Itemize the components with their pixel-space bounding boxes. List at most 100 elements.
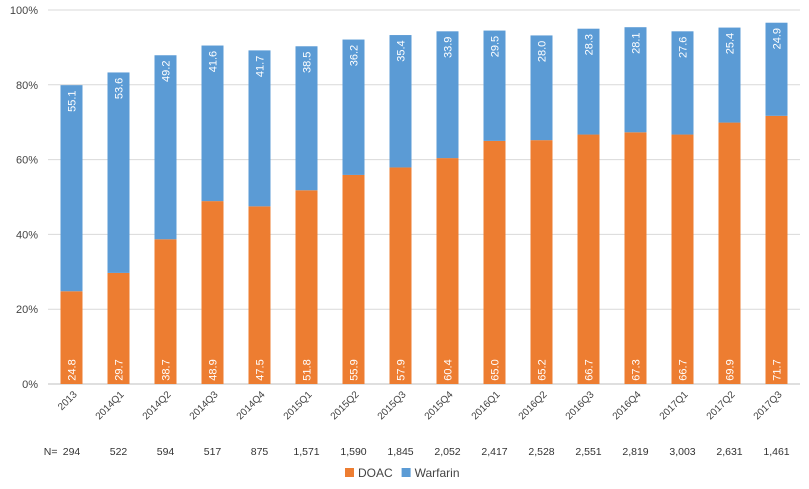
doac-bar xyxy=(530,140,553,384)
y-tick-label: 20% xyxy=(16,304,38,316)
doac-bar xyxy=(342,174,365,384)
doac-data-label: 69.9 xyxy=(725,359,737,380)
doac-bar xyxy=(201,201,224,384)
doac-data-label: 51.8 xyxy=(302,359,314,380)
sample-size-value: 2,819 xyxy=(622,446,648,458)
doac-data-label: 57.9 xyxy=(396,359,408,380)
warfarin-data-label: 28.3 xyxy=(584,34,596,55)
doac-bar xyxy=(107,272,130,384)
warfarin-bar xyxy=(624,27,647,133)
warfarin-legend-label: Warfarin xyxy=(415,466,460,480)
x-tick-label: 2014Q2 xyxy=(141,389,174,422)
doac-bar xyxy=(577,134,600,384)
doac-bar xyxy=(154,239,177,384)
x-tick-label: 2013 xyxy=(56,389,80,413)
doac-data-label: 38.7 xyxy=(161,359,173,380)
sample-size-value: 294 xyxy=(63,446,81,458)
doac-bar xyxy=(765,115,788,384)
doac-data-label: 66.7 xyxy=(678,359,690,380)
doac-data-label: 29.7 xyxy=(114,359,126,380)
doac-bar xyxy=(248,206,271,384)
x-tick-label: 2014Q3 xyxy=(188,389,221,422)
warfarin-bar xyxy=(765,22,788,116)
doac-bar xyxy=(624,132,647,384)
doac-data-label: 66.7 xyxy=(584,359,596,380)
doac-legend-swatch xyxy=(345,468,354,477)
doac-data-label: 60.4 xyxy=(443,359,455,380)
x-tick-label: 2014Q1 xyxy=(94,389,127,422)
doac-bar xyxy=(436,158,459,384)
x-tick-label: 2015Q4 xyxy=(423,389,456,422)
doac-data-label: 67.3 xyxy=(631,359,643,380)
warfarin-bar xyxy=(201,45,224,202)
sample-size-value: 1,461 xyxy=(763,446,789,458)
warfarin-bar xyxy=(60,85,83,292)
warfarin-data-label: 53.6 xyxy=(114,78,126,99)
warfarin-bar xyxy=(530,35,553,141)
warfarin-bar xyxy=(577,28,600,135)
y-tick-label: 100% xyxy=(10,5,38,17)
doac-legend-label: DOAC xyxy=(358,466,393,480)
warfarin-data-label: 28.0 xyxy=(537,41,549,62)
warfarin-data-label: 27.6 xyxy=(678,37,690,58)
warfarin-bar xyxy=(718,27,741,123)
warfarin-data-label: 55.1 xyxy=(67,90,79,111)
sample-size-value: 594 xyxy=(157,446,175,458)
y-tick-label: 40% xyxy=(16,229,38,241)
warfarin-bar xyxy=(483,30,506,141)
x-tick-label: 2016Q2 xyxy=(517,389,550,422)
x-tick-label: 2014Q4 xyxy=(235,389,268,422)
legend: DOAC Warfarin xyxy=(345,466,460,480)
warfarin-data-label: 35.4 xyxy=(396,40,408,61)
bars: 24.8 55.1 29.7 53.6 38.7 49.2 48.9 41.6 47.5 41.7… xyxy=(60,22,788,384)
sample-size-value: 2,631 xyxy=(716,446,742,458)
sample-size-value: 2,417 xyxy=(481,446,507,458)
sample-size-value: 3,003 xyxy=(669,446,695,458)
sample-size-value: 522 xyxy=(110,446,128,458)
x-tick-label: 2017Q3 xyxy=(752,389,785,422)
warfarin-bar xyxy=(389,35,412,168)
x-tick-label: 2016Q1 xyxy=(470,389,503,422)
x-tick-label: 2015Q2 xyxy=(329,389,362,422)
warfarin-bar xyxy=(436,31,459,159)
sample-size-value: 2,551 xyxy=(575,446,601,458)
warfarin-bar xyxy=(342,39,365,175)
sample-size-value: 875 xyxy=(251,446,269,458)
doac-data-label: 47.5 xyxy=(255,359,267,380)
doac-bar xyxy=(389,167,412,384)
warfarin-data-label: 24.9 xyxy=(772,28,784,49)
doac-data-label: 55.9 xyxy=(349,359,361,380)
sample-size-value: 2,052 xyxy=(434,446,460,458)
x-axis: 2013 2014Q1 2014Q2 2014Q3 2014Q4 2015Q1 2015Q2… xyxy=(56,389,785,422)
warfarin-bar xyxy=(154,55,177,240)
warfarin-data-label: 33.9 xyxy=(443,37,455,58)
warfarin-data-label: 38.5 xyxy=(302,52,314,73)
doac-bar xyxy=(295,190,318,384)
doac-data-label: 71.7 xyxy=(772,359,784,380)
warfarin-data-label: 28.1 xyxy=(631,32,643,53)
doac-data-label: 48.9 xyxy=(208,359,220,380)
warfarin-data-label: 41.7 xyxy=(255,56,267,77)
x-tick-label: 2015Q1 xyxy=(282,389,315,422)
sample-size-value: 1,845 xyxy=(387,446,413,458)
y-axis: 0% 20% 40% 60% 80% 100% xyxy=(10,5,38,391)
sample-size-value: 2,528 xyxy=(528,446,554,458)
x-tick-label: 2016Q4 xyxy=(611,389,644,422)
warfarin-data-label: 29.5 xyxy=(490,36,502,57)
warfarin-legend-swatch xyxy=(401,468,411,477)
doac-data-label: 65.0 xyxy=(490,359,502,380)
warfarin-bar xyxy=(295,46,318,191)
doac-data-label: 24.8 xyxy=(67,359,79,380)
warfarin-bar xyxy=(248,50,271,207)
doac-data-label: 65.2 xyxy=(537,359,549,380)
warfarin-data-label: 36.2 xyxy=(349,45,361,66)
y-tick-label: 80% xyxy=(16,80,38,92)
sample-size-prefix: N= xyxy=(44,446,58,458)
sample-size-value: 517 xyxy=(204,446,222,458)
y-tick-label: 60% xyxy=(16,155,38,167)
warfarin-bar xyxy=(107,72,130,273)
y-tick-label: 0% xyxy=(22,379,38,391)
x-tick-label: 2017Q1 xyxy=(658,389,691,422)
x-tick-label: 2017Q2 xyxy=(705,389,738,422)
